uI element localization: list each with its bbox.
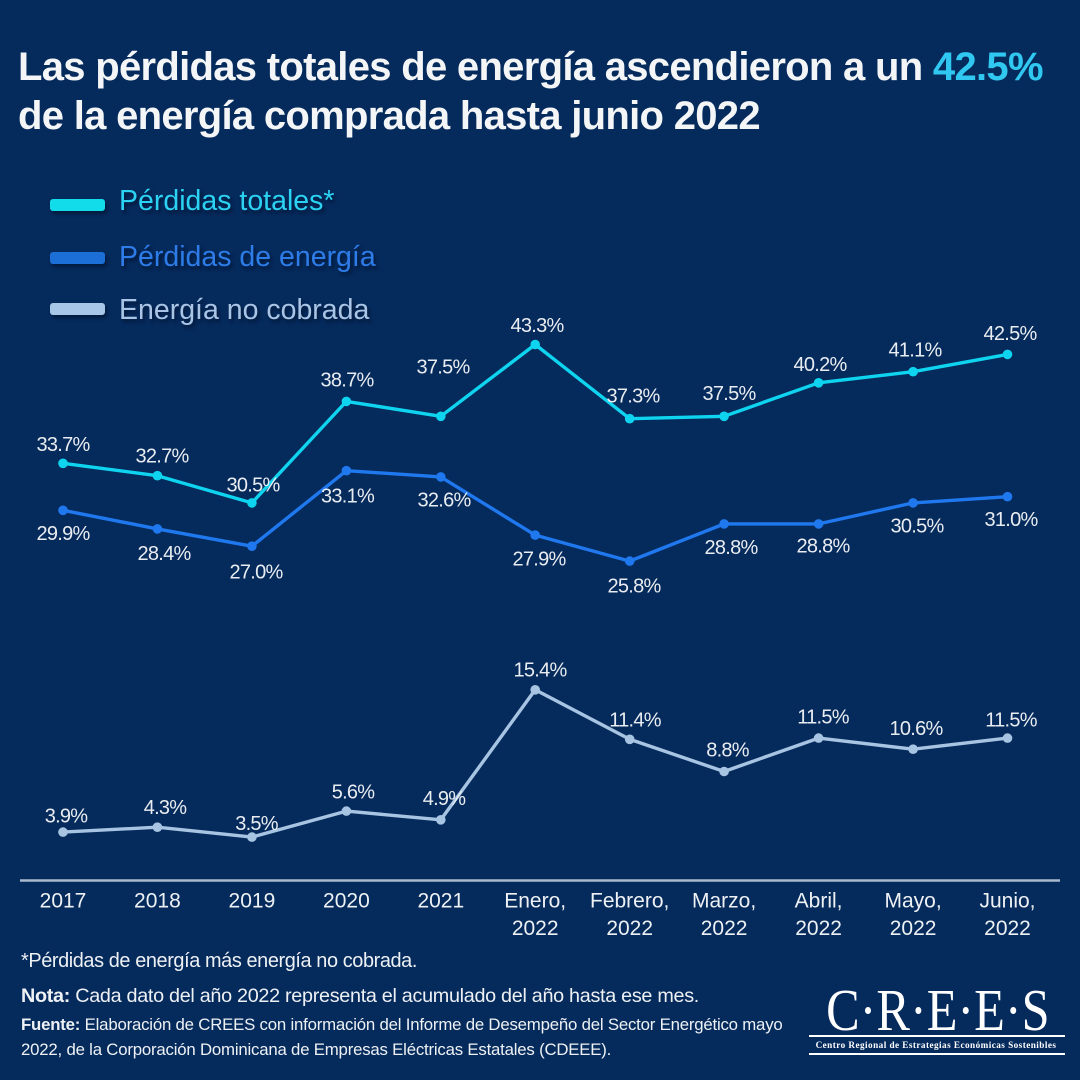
svg-text:2022: 2022 — [984, 917, 1031, 940]
svg-text:15.4%: 15.4% — [514, 659, 568, 681]
svg-text:11.5%: 11.5% — [797, 706, 849, 728]
svg-text:40.2%: 40.2% — [794, 354, 848, 376]
svg-text:2021: 2021 — [417, 890, 464, 913]
svg-text:2019: 2019 — [229, 890, 276, 913]
svg-text:42.5%: 42.5% — [984, 323, 1038, 345]
svg-text:43.3%: 43.3% — [511, 315, 565, 337]
svg-text:30.5%: 30.5% — [891, 515, 945, 537]
svg-text:2022: 2022 — [606, 917, 653, 940]
svg-text:27.0%: 27.0% — [230, 561, 284, 583]
svg-text:2022: 2022 — [512, 917, 559, 940]
svg-text:4.9%: 4.9% — [423, 788, 467, 810]
svg-text:41.1%: 41.1% — [889, 339, 943, 361]
svg-text:10.6%: 10.6% — [890, 718, 944, 740]
svg-text:Marzo,: Marzo, — [692, 890, 756, 913]
svg-text:3.9%: 3.9% — [45, 805, 89, 827]
svg-text:28.8%: 28.8% — [797, 535, 851, 557]
svg-text:29.9%: 29.9% — [37, 523, 91, 545]
svg-text:25.8%: 25.8% — [608, 575, 662, 597]
svg-text:2022: 2022 — [701, 917, 748, 940]
svg-text:33.1%: 33.1% — [321, 485, 375, 507]
svg-text:33.7%: 33.7% — [37, 434, 91, 456]
svg-text:38.7%: 38.7% — [321, 369, 375, 391]
svg-text:8.8%: 8.8% — [706, 739, 750, 761]
svg-text:2017: 2017 — [40, 890, 87, 913]
svg-text:11.5%: 11.5% — [985, 709, 1037, 731]
svg-text:Febrero,: Febrero, — [590, 890, 669, 913]
svg-text:30.5%: 30.5% — [227, 474, 281, 496]
svg-text:Enero,: Enero, — [504, 890, 566, 913]
svg-text:32.6%: 32.6% — [418, 489, 472, 511]
svg-text:3.5%: 3.5% — [235, 813, 279, 835]
svg-text:31.0%: 31.0% — [985, 509, 1039, 531]
svg-text:27.9%: 27.9% — [513, 549, 567, 571]
svg-text:Abril,: Abril, — [795, 890, 843, 913]
svg-text:Mayo,: Mayo, — [885, 890, 942, 913]
svg-text:32.7%: 32.7% — [136, 445, 190, 467]
svg-text:37.3%: 37.3% — [607, 385, 661, 407]
svg-text:Junio,: Junio, — [979, 890, 1035, 913]
svg-text:37.5%: 37.5% — [417, 356, 471, 378]
svg-text:2022: 2022 — [890, 917, 937, 940]
svg-text:2020: 2020 — [323, 890, 370, 913]
svg-text:4.3%: 4.3% — [144, 797, 188, 819]
svg-text:11.4%: 11.4% — [609, 709, 661, 731]
svg-text:37.5%: 37.5% — [703, 383, 757, 405]
svg-text:2018: 2018 — [134, 890, 181, 913]
svg-text:28.8%: 28.8% — [705, 537, 759, 559]
svg-text:28.4%: 28.4% — [138, 543, 192, 565]
svg-text:2022: 2022 — [795, 917, 842, 940]
svg-text:5.6%: 5.6% — [332, 781, 376, 803]
